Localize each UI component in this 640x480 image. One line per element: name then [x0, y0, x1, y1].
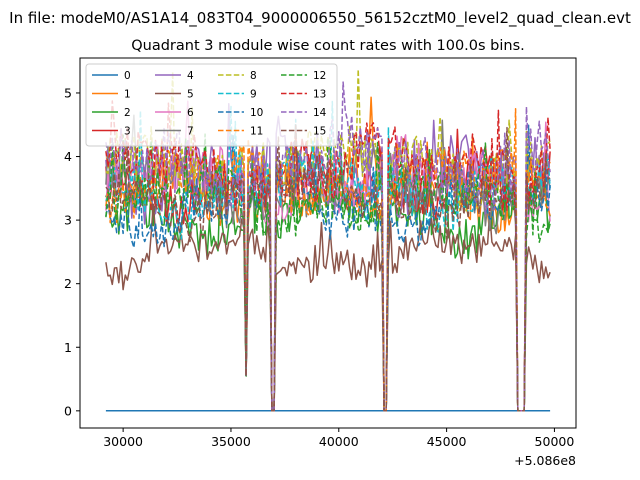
series-line-13 [105, 100, 551, 412]
y-tick-label: 4 [64, 149, 72, 164]
legend-label-13: 13 [313, 89, 326, 101]
axis-layer: 30000 35000 40000 45000 50000 0 1 2 3 4 5 [64, 85, 574, 449]
series-line-5 [105, 203, 551, 412]
legend-label-0: 0 [124, 70, 131, 82]
y-tick-label: 1 [64, 340, 72, 355]
x-tick-label: 50000 [535, 434, 575, 449]
legend-label-9: 9 [250, 89, 257, 101]
legend-label-6: 6 [187, 107, 194, 119]
legend-label-10: 10 [250, 107, 263, 119]
figure-suptitle: In file: modeM0/AS1A14_083T04_9000006550… [9, 9, 631, 28]
chart-title: Quadrant 3 module wise count rates with … [131, 38, 525, 54]
series-line-12 [105, 133, 551, 412]
legend-label-2: 2 [124, 107, 131, 119]
legend-frame [85, 63, 338, 147]
y-tick-label: 3 [64, 213, 72, 228]
x-tick-label: 35000 [211, 434, 251, 449]
legend-label-11: 11 [250, 126, 263, 138]
series-line-4 [105, 103, 551, 412]
y-tick-label: 5 [64, 85, 72, 100]
legend-label-7: 7 [187, 126, 194, 138]
y-tick-label: 2 [64, 276, 72, 291]
legend-label-8: 8 [250, 70, 257, 82]
legend-label-3: 3 [124, 126, 131, 138]
legend-label-14: 14 [313, 107, 327, 119]
x-tick-label: 30000 [103, 434, 143, 449]
x-tick-label: 45000 [427, 434, 467, 449]
plot-frame [79, 57, 577, 429]
legend-label-4: 4 [187, 70, 194, 82]
legend-label-5: 5 [187, 89, 194, 101]
series-line-15 [105, 123, 551, 412]
legend-label-12: 12 [313, 70, 326, 82]
legend-label-1: 1 [124, 89, 131, 101]
legend-label-15: 15 [313, 126, 326, 138]
x-offset-text: +5.086e8 [514, 453, 576, 468]
x-tick-label: 40000 [319, 434, 359, 449]
y-tick-label: 0 [64, 403, 72, 418]
